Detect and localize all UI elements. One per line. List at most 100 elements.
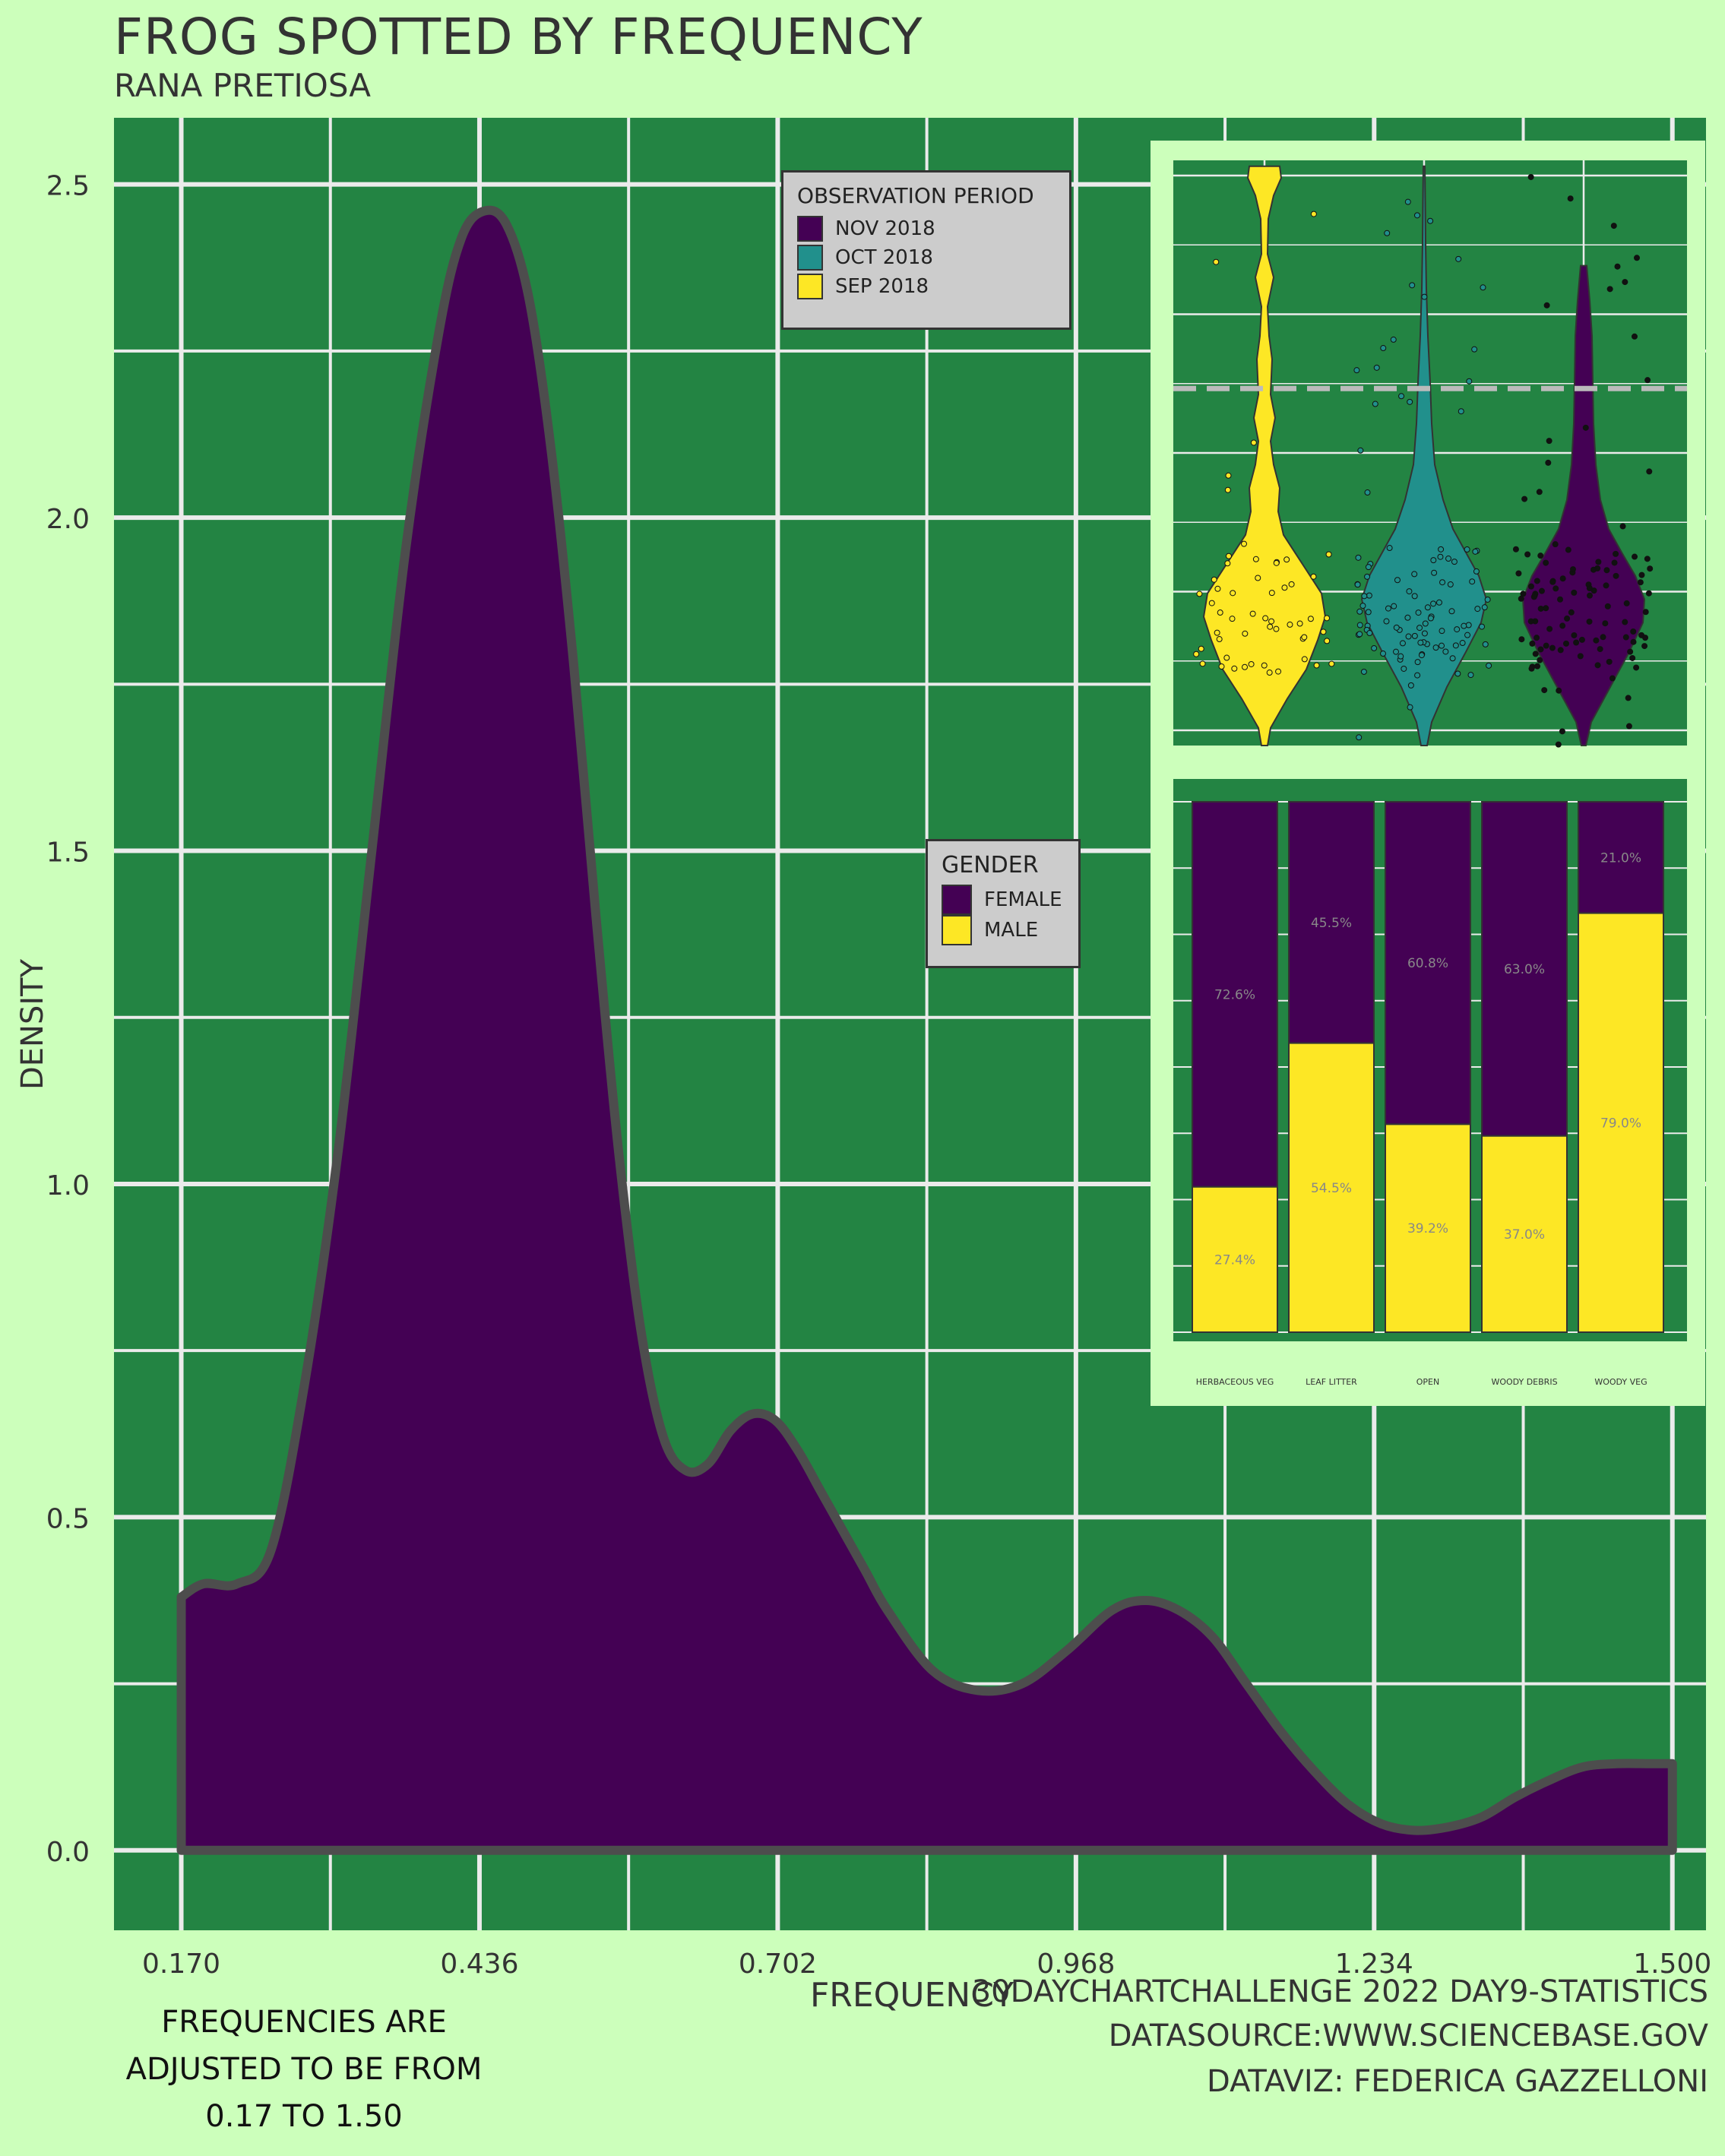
violin-point bbox=[1537, 552, 1544, 559]
x-axis-label: FREQUENCY bbox=[810, 1976, 1014, 2015]
violin-point bbox=[1386, 545, 1393, 552]
y-tick-label: 2.0 bbox=[46, 504, 90, 535]
violin-point bbox=[1452, 642, 1459, 649]
violin-point bbox=[1394, 577, 1401, 584]
violin-point bbox=[1606, 658, 1613, 665]
violin-point bbox=[1642, 609, 1649, 616]
violin-point bbox=[1223, 654, 1230, 661]
violin-point bbox=[1524, 551, 1531, 558]
legend-swatch bbox=[797, 274, 823, 299]
violin-point bbox=[1405, 633, 1412, 640]
violin-point bbox=[1313, 662, 1320, 669]
violin-point bbox=[1411, 571, 1418, 578]
bars bbox=[1192, 801, 1664, 1333]
violin-point bbox=[1623, 600, 1630, 606]
violin-point bbox=[1398, 393, 1405, 400]
bar-female bbox=[1192, 801, 1278, 1188]
violin-point bbox=[1549, 644, 1556, 651]
violin-point bbox=[1469, 578, 1476, 585]
violin-point bbox=[1627, 648, 1634, 655]
violin-point bbox=[1543, 302, 1550, 309]
legend-item-male: MALE bbox=[942, 915, 1063, 945]
legend-item-nov: NOV 2018 bbox=[797, 214, 1054, 243]
violin-point bbox=[1604, 603, 1611, 609]
violin-point bbox=[1275, 668, 1282, 675]
bar-label-female: 63.0% bbox=[1504, 962, 1545, 977]
violins bbox=[1202, 165, 1646, 746]
violin-point bbox=[1391, 603, 1397, 609]
violin-point bbox=[1606, 286, 1613, 293]
violin-point bbox=[1360, 668, 1367, 675]
violin-point bbox=[1534, 578, 1540, 584]
violin-point bbox=[1296, 620, 1303, 627]
violin-point bbox=[1622, 279, 1628, 286]
violin-point bbox=[1465, 622, 1472, 628]
y-tick-labels: 0.0 0.5 1.0 1.5 2.0 2.5 bbox=[46, 171, 90, 1868]
violin-point bbox=[1242, 663, 1249, 670]
violin-point bbox=[1214, 629, 1220, 636]
violin-point bbox=[1255, 575, 1261, 581]
violin-point bbox=[1632, 553, 1638, 560]
bar-x-labels: HERBACEOUS VEG LEAF LITTER OPEN WOODY DEBRI… bbox=[1196, 1377, 1647, 1387]
violin-point bbox=[1454, 626, 1461, 633]
bar-label-female: 21.0% bbox=[1600, 850, 1641, 866]
violin-point bbox=[1625, 723, 1632, 730]
x-tick-label: 0.968 bbox=[1037, 1949, 1115, 1980]
y-tick-label: 1.5 bbox=[46, 837, 90, 869]
violin-point bbox=[1559, 622, 1566, 629]
violin-point bbox=[1569, 566, 1576, 573]
bar-labels: 72.6% 27.4% 45.5% 54.5% 60.8% 39.2% 63.0% 37.0%… bbox=[1214, 850, 1641, 1268]
violin-point bbox=[1242, 630, 1249, 637]
legend-label: NOV 2018 bbox=[835, 217, 935, 240]
inset-panel: 72.6% 27.4% 45.5% 54.5% 60.8% 39.2% 63.0% 37.0%… bbox=[1151, 141, 1705, 1406]
bar-male bbox=[1578, 912, 1664, 1333]
violin-point bbox=[1449, 655, 1456, 662]
violin-point bbox=[1451, 559, 1458, 565]
violin-point bbox=[1356, 734, 1363, 741]
legend-title: OBSERVATION PERIOD bbox=[797, 183, 1034, 208]
violin-point bbox=[1629, 654, 1636, 661]
violin-point bbox=[1267, 623, 1274, 630]
violin-point bbox=[1404, 614, 1411, 621]
violin-point bbox=[1196, 590, 1203, 597]
violin-point bbox=[1473, 568, 1480, 575]
bar-female bbox=[1288, 801, 1375, 1044]
violin-point bbox=[1249, 610, 1256, 617]
caption-line-2: DATASOURCE:WWW.SCIENCEBASE.GOV bbox=[1108, 2018, 1708, 2053]
violin-point bbox=[1565, 546, 1571, 553]
violin-point bbox=[1586, 618, 1593, 625]
violin-point bbox=[1484, 596, 1491, 603]
bar-female bbox=[1578, 801, 1664, 914]
violin-point bbox=[1424, 604, 1431, 611]
bar-category-label: OPEN bbox=[1416, 1377, 1439, 1387]
violin-point bbox=[1310, 573, 1317, 580]
violin-point bbox=[1543, 605, 1549, 612]
violin-point bbox=[1518, 636, 1525, 643]
violin-point bbox=[1430, 557, 1437, 564]
violin-point bbox=[1211, 576, 1217, 583]
violin-point bbox=[1600, 634, 1606, 641]
violin-point bbox=[1480, 284, 1486, 291]
violin-point bbox=[1241, 540, 1248, 547]
bar-label-male: 79.0% bbox=[1600, 1116, 1641, 1131]
violin-point bbox=[1216, 636, 1223, 643]
violin-point bbox=[1646, 468, 1653, 475]
violin-point bbox=[1633, 664, 1640, 671]
violin-point bbox=[1437, 553, 1444, 560]
violin-point bbox=[1414, 672, 1421, 679]
violin-point bbox=[1268, 618, 1275, 625]
violin-point bbox=[1356, 631, 1363, 638]
violin-point bbox=[1534, 635, 1540, 641]
violin-point bbox=[1439, 579, 1446, 586]
violin-point bbox=[1407, 398, 1413, 405]
violin-point bbox=[1537, 605, 1544, 612]
density-area bbox=[176, 205, 1677, 1855]
violin-point bbox=[1603, 582, 1609, 589]
violin-point bbox=[1301, 656, 1308, 663]
bar-category-label: WOODY VEG bbox=[1594, 1377, 1647, 1387]
violin-point bbox=[1638, 571, 1645, 578]
violin-point bbox=[1587, 592, 1594, 599]
violin-point bbox=[1634, 255, 1641, 261]
violin-point bbox=[1324, 615, 1331, 622]
violin-point bbox=[1262, 615, 1269, 622]
